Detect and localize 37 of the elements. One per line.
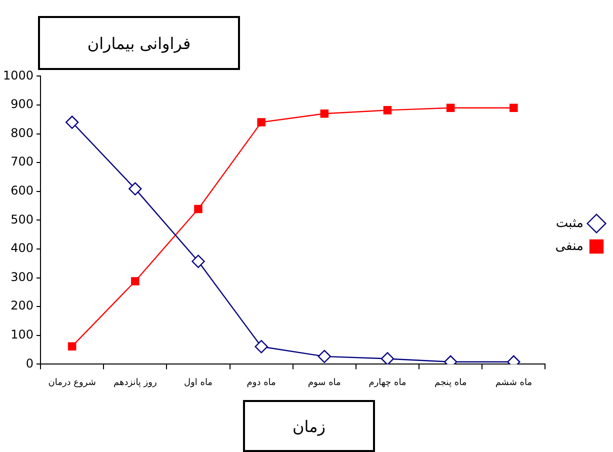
x-tick-label: ماه پنجم — [434, 378, 467, 388]
x-tick-label: روز پانزدهم — [113, 378, 157, 388]
point — [257, 118, 266, 126]
point — [320, 110, 329, 118]
x-tick-label: ماه اول — [184, 378, 213, 388]
point — [131, 277, 140, 286]
x-tick-label: ماه دوم — [246, 378, 276, 388]
y-tick-label: 300 — [10, 270, 34, 284]
x-tick-label: شروع درمان — [48, 378, 96, 388]
point — [383, 106, 392, 114]
x-tick-label: ماه سوم — [308, 378, 342, 388]
point — [192, 254, 205, 268]
y-tick-label: 200 — [10, 298, 34, 313]
y-tick-label: 700 — [10, 154, 34, 169]
y-tick-label: 400 — [10, 241, 34, 256]
y-tick-label: 100 — [10, 328, 34, 342]
y-tick-label: 0 — [26, 356, 34, 370]
point — [254, 340, 268, 354]
point — [318, 350, 332, 364]
point — [510, 104, 518, 112]
y-tick-label: 800 — [10, 126, 34, 140]
y-tick-label: 600 — [10, 184, 34, 198]
chart-title: فراوانی بیماران — [38, 16, 240, 70]
y-tick-label: 900 — [10, 97, 34, 112]
point — [68, 342, 76, 350]
point — [194, 204, 202, 214]
legend-label: مثبت — [556, 216, 584, 231]
y-tick-label: 1000 — [2, 68, 34, 82]
point — [380, 352, 394, 364]
y-tick-label: 500 — [10, 212, 34, 226]
legend-label: منفی — [555, 238, 584, 254]
point — [65, 116, 79, 129]
x-tick-label: ماه ششم — [495, 378, 532, 388]
point — [128, 182, 142, 196]
x-tick-label: ماه چهارم — [368, 378, 406, 388]
x-axis-title: زمان — [243, 400, 375, 452]
point — [446, 104, 455, 112]
